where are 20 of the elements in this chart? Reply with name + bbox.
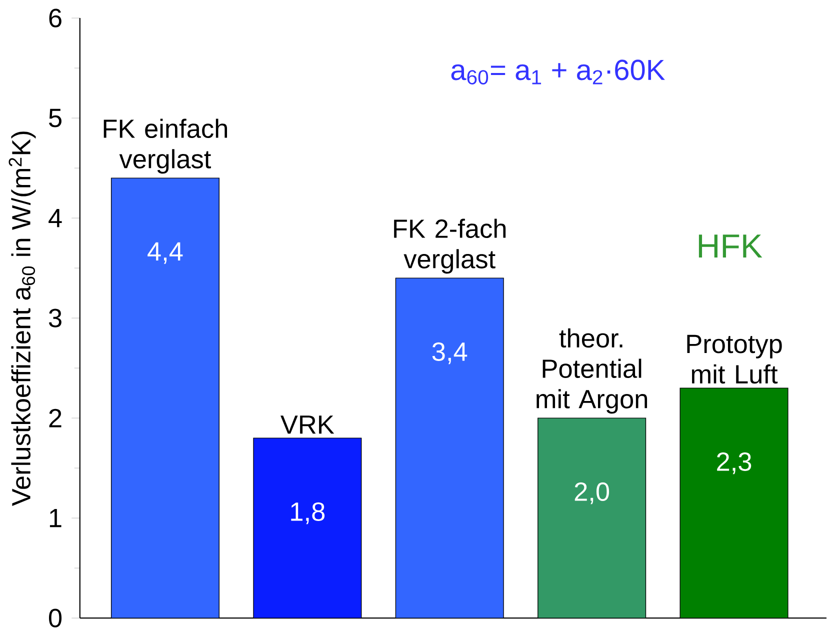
- data-label: 1,8: [291, 502, 325, 524]
- data-label: 3,4: [432, 342, 468, 364]
- y-tick-label: 0: [48, 608, 62, 628]
- y-tick-label: 3: [48, 308, 62, 328]
- y-tick-label: 5: [49, 108, 62, 128]
- y-tick-label: 6: [49, 8, 62, 28]
- data-label: 2,0: [574, 482, 610, 504]
- x-tick-label: FK 2-fach verglast: [394, 218, 506, 274]
- data-label: 4,4: [148, 242, 183, 264]
- y-axis-title: Verlustkoeffizient a$_{60}$ in W/(m$^{2}$K): [8, 132, 36, 506]
- x-tick-label: FK einfach verglast: [104, 118, 228, 174]
- annotation: a$_{60}$= a$_{1}$ + a$_{2}$·60K: [451, 60, 665, 84]
- y-tick-label: 1: [50, 508, 62, 528]
- x-tick-label: theor. Potential mit Argon: [536, 328, 648, 414]
- annotation: HFK: [698, 234, 762, 258]
- data-label: 2,3: [717, 452, 752, 474]
- y-tick-label: 2: [49, 408, 62, 428]
- x-tick-label: VRK: [280, 416, 334, 434]
- x-tick-label: Prototyp mit Luft: [687, 334, 782, 384]
- y-tick-label: 4: [48, 208, 62, 228]
